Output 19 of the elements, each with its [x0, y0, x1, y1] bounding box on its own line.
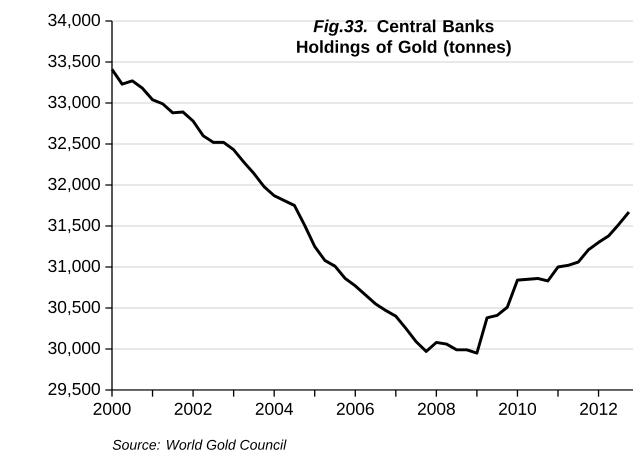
y-tick-label: 31,500	[48, 218, 100, 234]
chart-title: Fig.33. Central Banks Holdings of Gold (tonnes)	[297, 20, 511, 56]
y-tick-label: 33,500	[48, 54, 100, 70]
x-tick-label: 2004	[256, 402, 293, 415]
y-tick-label: 32,000	[48, 178, 100, 192]
x-tick-label: 2006	[336, 402, 374, 415]
x-tick-label: 2010	[499, 402, 536, 415]
y-tick-label: 29,500	[48, 382, 100, 398]
source-note: Source: World Gold Council	[112, 440, 287, 450]
y-tick-label: 30,000	[48, 342, 100, 356]
x-tick-label: 2000	[94, 402, 131, 415]
y-tick-label: 30,500	[48, 300, 100, 316]
x-tick-label: 2008	[418, 402, 455, 415]
y-tick-label: 33,000	[48, 96, 100, 110]
y-tick-label: 32,500	[48, 136, 100, 152]
y-tick-label: 31,000	[48, 260, 100, 274]
x-tick-label: 2002	[174, 402, 212, 415]
y-tick-label: 34,000	[48, 14, 100, 28]
x-tick-label: 2012	[580, 402, 617, 415]
